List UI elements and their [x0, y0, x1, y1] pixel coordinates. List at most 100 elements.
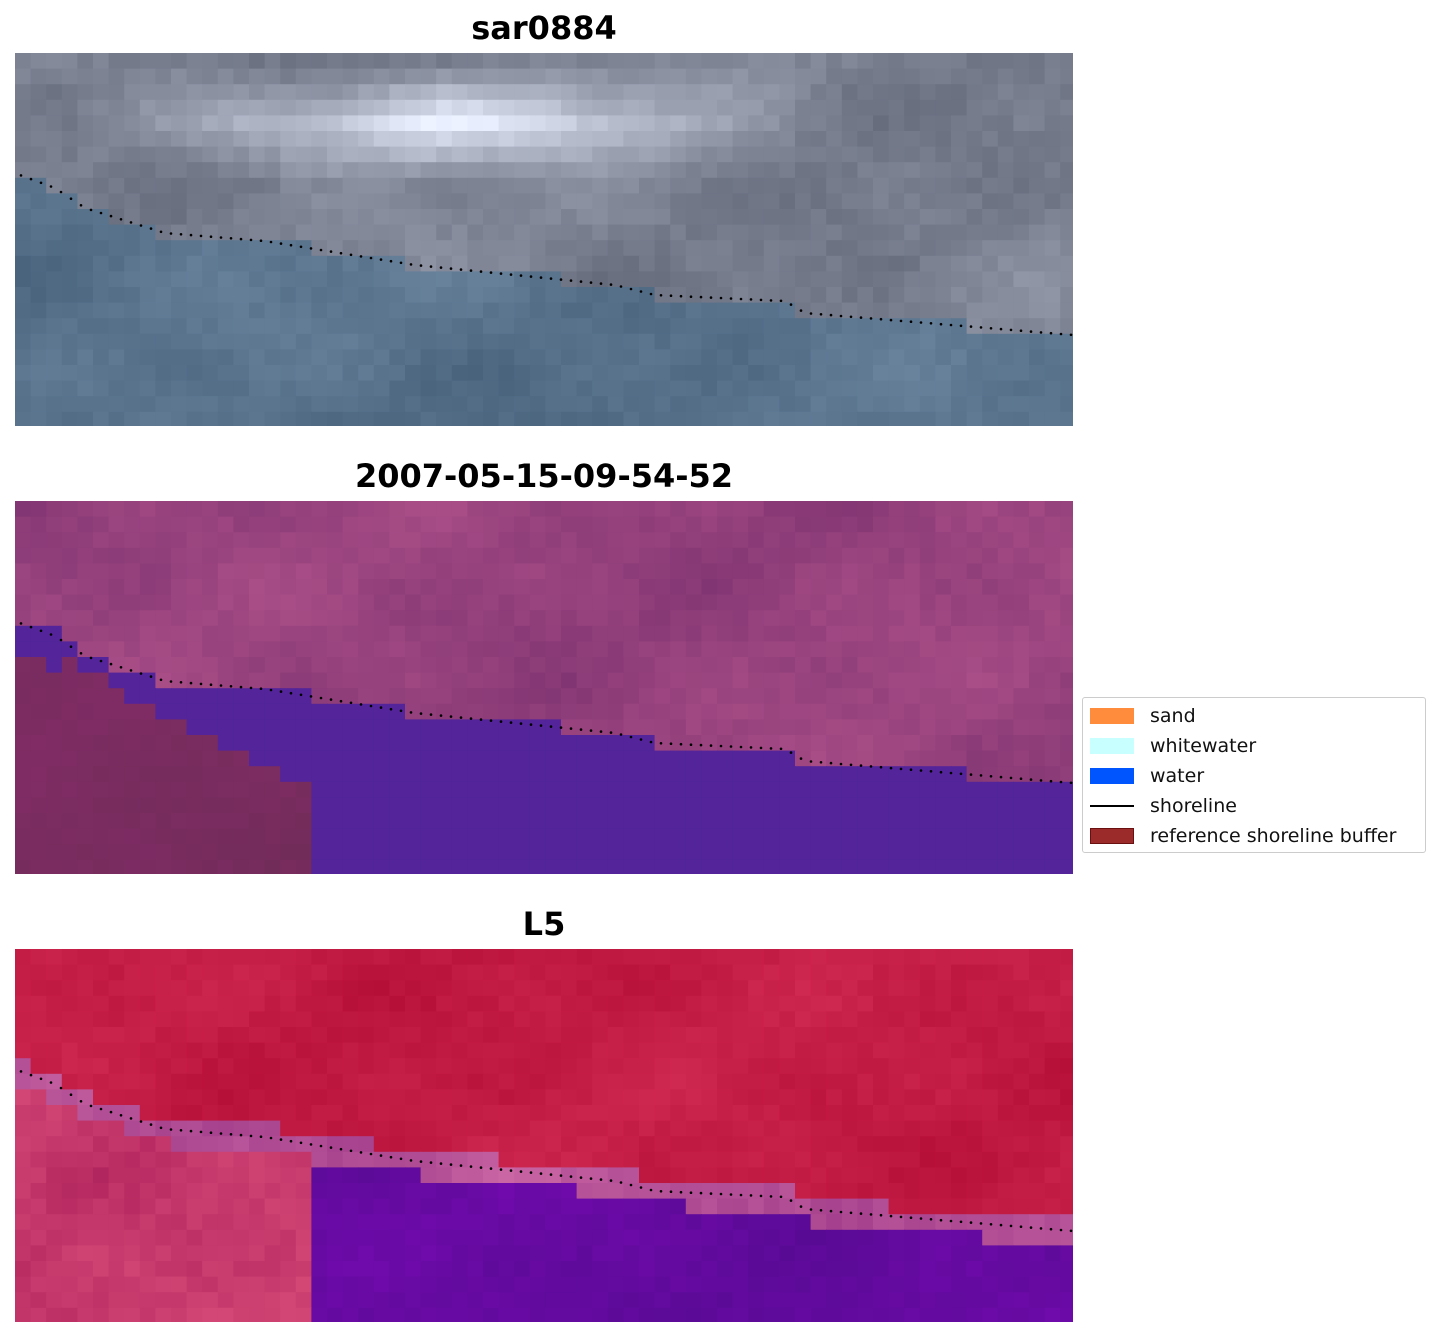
shoreline-dot — [259, 687, 263, 690]
shoreline-dot — [609, 731, 613, 734]
shoreline-dot — [679, 742, 683, 746]
shoreline-dot — [859, 316, 863, 319]
shoreline-dot — [279, 690, 283, 693]
shoreline-dot — [549, 725, 553, 728]
shoreline-dot — [149, 227, 153, 230]
shoreline-dot — [829, 1209, 833, 1213]
panel-title-1: sar0884 — [471, 9, 617, 47]
legend-item-reference-buffer: reference shoreline buffer — [1090, 824, 1396, 848]
shoreline-dot — [99, 1107, 103, 1111]
shoreline-line-swatch — [1090, 805, 1134, 807]
shoreline-dot — [239, 237, 243, 241]
shoreline-dot — [979, 326, 983, 329]
shoreline-dot — [69, 1093, 73, 1096]
shoreline-dot — [649, 292, 653, 296]
shoreline-dot — [119, 666, 123, 669]
shoreline-dot — [159, 678, 163, 682]
shoreline-dot — [499, 1168, 503, 1171]
shoreline-dot — [1029, 330, 1033, 333]
shoreline-dot — [629, 1183, 633, 1187]
shoreline-dot — [619, 733, 623, 736]
shoreline-dot — [969, 773, 973, 776]
shoreline-dot — [49, 633, 53, 636]
legend-item-whitewater: whitewater — [1090, 734, 1256, 758]
shoreline-dot — [819, 1209, 823, 1212]
shoreline-dot — [1069, 781, 1073, 785]
shoreline-dot — [539, 276, 543, 279]
shoreline-dot — [579, 1176, 583, 1179]
shoreline-dot — [139, 224, 143, 227]
shoreline-dot — [129, 221, 133, 224]
shoreline-dot — [749, 298, 753, 301]
shoreline-dot — [569, 1175, 573, 1178]
shoreline-dot — [29, 625, 33, 629]
shoreline-dot — [829, 761, 833, 765]
shoreline-dot — [529, 723, 533, 726]
shoreline-dot — [389, 707, 393, 711]
shoreline-dot — [839, 762, 843, 766]
shoreline-dot — [669, 742, 673, 745]
shoreline-dot — [1019, 329, 1023, 333]
shoreline-dot — [699, 743, 703, 747]
shoreline-dot — [909, 1216, 913, 1219]
shoreline-dot — [779, 299, 783, 303]
shoreline-dot — [119, 218, 123, 221]
shoreline-dot — [109, 662, 113, 666]
shoreline-dot — [959, 1220, 963, 1224]
shoreline-dot — [109, 214, 113, 218]
shoreline-dot — [909, 320, 913, 324]
shoreline-dot — [839, 314, 843, 318]
shoreline-dot — [69, 197, 73, 200]
shoreline-dot — [699, 1191, 703, 1195]
shoreline-dot — [259, 239, 263, 242]
shoreline-dot — [419, 264, 423, 267]
shoreline-dot — [229, 237, 233, 240]
shoreline-dot — [379, 1154, 383, 1157]
shoreline-dot — [409, 711, 413, 714]
shoreline-dot — [679, 294, 683, 298]
shoreline-dot — [939, 1218, 943, 1222]
shoreline-dot — [379, 258, 383, 261]
shoreline-dot — [429, 713, 433, 716]
shoreline-dot — [209, 683, 213, 686]
shoreline-dot — [589, 281, 593, 284]
shoreline-dot — [489, 719, 493, 722]
shoreline-dot — [879, 317, 883, 321]
shoreline-dot — [329, 250, 333, 253]
shoreline-dot — [359, 703, 363, 706]
shoreline-dot — [369, 704, 373, 708]
shoreline-dot — [999, 775, 1003, 779]
shoreline-dot — [899, 319, 903, 323]
shoreline-dot — [759, 298, 763, 302]
shoreline-dot — [999, 327, 1003, 331]
shoreline-dot — [89, 208, 93, 212]
shoreline-dot — [169, 680, 173, 683]
shoreline-dot — [229, 685, 233, 688]
shoreline-dot — [219, 684, 223, 687]
shoreline-dot — [59, 1086, 63, 1090]
shoreline-dot — [509, 721, 513, 724]
shoreline-dot — [939, 322, 943, 326]
shoreline-dot — [399, 709, 403, 713]
shoreline-dot — [1059, 332, 1063, 336]
shoreline-dot — [639, 1186, 643, 1189]
shoreline-dot — [589, 729, 593, 732]
shoreline-dot — [749, 1194, 753, 1197]
shoreline-dot — [299, 1141, 303, 1145]
shoreline-dot — [209, 1131, 213, 1134]
shoreline-dot — [579, 280, 583, 283]
shoreline-dot — [39, 181, 43, 185]
shoreline-dot — [619, 285, 623, 288]
shoreline-dot — [439, 714, 443, 717]
shoreline-dot — [189, 1129, 193, 1133]
shoreline-dot — [629, 735, 633, 739]
shoreline-dot — [499, 272, 503, 275]
shoreline-dot — [599, 730, 603, 733]
shoreline-dot — [349, 1149, 353, 1153]
shoreline-dot — [1039, 779, 1043, 782]
image-panel-falsecolor — [15, 949, 1073, 1322]
shoreline-dot — [249, 686, 253, 690]
shoreline-dot — [349, 701, 353, 705]
shoreline-dot — [819, 761, 823, 764]
shoreline-dot — [989, 327, 993, 330]
